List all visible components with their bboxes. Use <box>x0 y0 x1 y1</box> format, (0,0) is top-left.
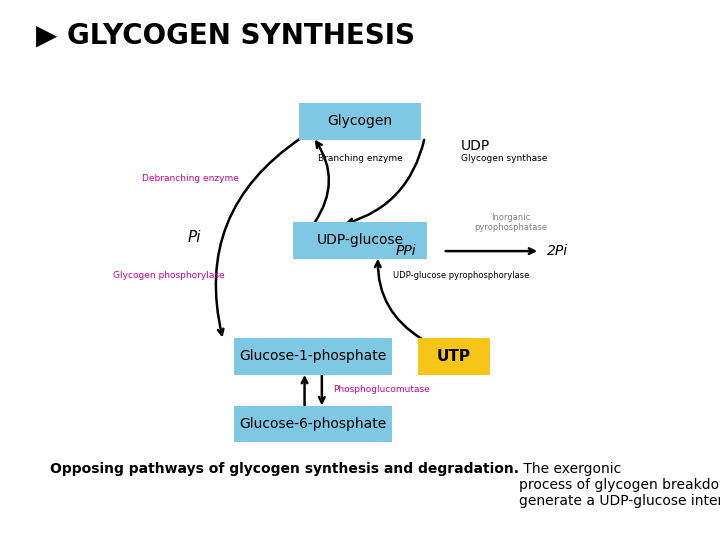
Text: The exergonic
process of glycogen breakdown is reversed by a process that uses U: The exergonic process of glycogen breakd… <box>519 462 720 508</box>
Text: Glycogen: Glycogen <box>328 114 392 129</box>
Text: PPi: PPi <box>395 244 416 258</box>
Text: Glycogen phosphorylase: Glycogen phosphorylase <box>113 271 225 280</box>
Text: Debranching enzyme: Debranching enzyme <box>143 174 239 183</box>
Text: Opposing pathways of glycogen synthesis and degradation.: Opposing pathways of glycogen synthesis … <box>50 462 519 476</box>
Text: Inorganic
pyrophosphatase: Inorganic pyrophosphatase <box>474 213 548 232</box>
Text: UDP-glucose pyrophosphorylase: UDP-glucose pyrophosphorylase <box>392 271 529 280</box>
FancyBboxPatch shape <box>234 338 392 375</box>
FancyBboxPatch shape <box>299 103 421 140</box>
Text: Phosphoglucomutase: Phosphoglucomutase <box>333 386 430 394</box>
Text: Glycogen synthase: Glycogen synthase <box>461 154 547 163</box>
Text: 2Pi: 2Pi <box>547 244 568 258</box>
FancyBboxPatch shape <box>418 338 490 375</box>
Text: Pi: Pi <box>188 230 201 245</box>
Text: UTP: UTP <box>436 349 471 364</box>
FancyBboxPatch shape <box>234 406 392 442</box>
Text: UDP-glucose: UDP-glucose <box>316 233 404 247</box>
Text: Glucose-6-phosphate: Glucose-6-phosphate <box>240 417 387 431</box>
FancyBboxPatch shape <box>294 222 426 259</box>
Text: Branching enzyme: Branching enzyme <box>318 154 402 163</box>
Text: ▶ GLYCOGEN SYNTHESIS: ▶ GLYCOGEN SYNTHESIS <box>36 22 415 50</box>
Text: UDP: UDP <box>461 139 490 153</box>
Text: Glucose-1-phosphate: Glucose-1-phosphate <box>240 349 387 363</box>
